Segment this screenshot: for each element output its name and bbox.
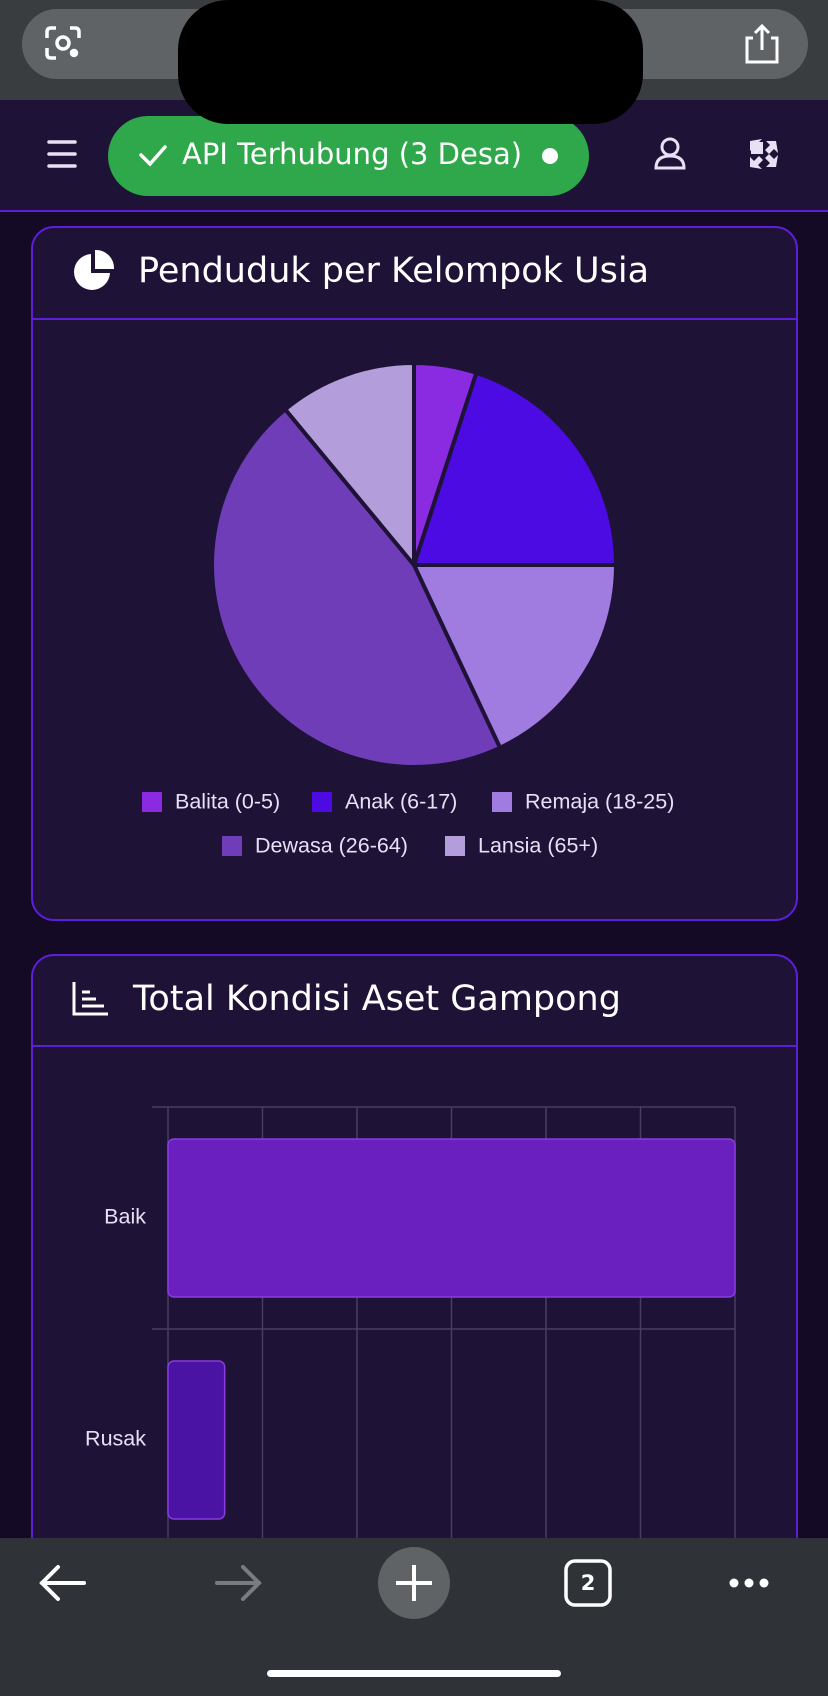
legend-swatch bbox=[142, 792, 162, 812]
user-button[interactable] bbox=[654, 137, 686, 170]
pie-chart: Balita (0-5) Anak (6-17) Remaja (18-25) Dew… bbox=[142, 361, 674, 858]
lens-icon[interactable] bbox=[45, 26, 81, 60]
category-label: Rusak bbox=[85, 1427, 146, 1451]
status-badge: API Terhubung (3 Desa) bbox=[108, 116, 589, 196]
menu-button[interactable] bbox=[47, 140, 77, 168]
tabs-button[interactable] bbox=[564, 1559, 612, 1607]
legend-swatch bbox=[222, 836, 242, 856]
card-title: Penduduk per Kelompok Usia bbox=[138, 251, 649, 291]
legend-label: Balita (0-5) bbox=[175, 790, 280, 814]
redaction bbox=[178, 0, 643, 124]
pie-slice bbox=[210, 407, 503, 769]
pie-slice bbox=[283, 361, 416, 567]
bar-chart: Baik Rusak bbox=[85, 1106, 736, 1552]
bar bbox=[167, 1138, 736, 1298]
more-button[interactable] bbox=[729, 1578, 769, 1588]
new-tab-button[interactable] bbox=[378, 1547, 450, 1619]
forward-button[interactable] bbox=[215, 1565, 262, 1601]
home-indicator bbox=[267, 1670, 561, 1677]
legend-label: Dewasa (26-64) bbox=[255, 834, 408, 858]
legend-swatch bbox=[492, 792, 512, 812]
tab-count: 2 bbox=[581, 1571, 596, 1595]
legend-swatch bbox=[312, 792, 332, 812]
legend-label: Remaja (18-25) bbox=[525, 790, 674, 814]
pie-slice bbox=[412, 370, 618, 567]
legend-label: Lansia (65+) bbox=[478, 834, 598, 858]
bar-icon bbox=[72, 982, 108, 1016]
status-text: API Terhubung (3 Desa) bbox=[182, 137, 522, 171]
back-button[interactable] bbox=[39, 1565, 86, 1601]
card-title: Total Kondisi Aset Gampong bbox=[132, 979, 621, 1019]
category-label: Baik bbox=[104, 1205, 146, 1229]
bar bbox=[167, 1360, 226, 1520]
pie-slice bbox=[412, 563, 618, 750]
pie-icon bbox=[74, 249, 115, 290]
fullscreen-button[interactable] bbox=[750, 139, 778, 169]
share-button[interactable] bbox=[745, 23, 779, 64]
legend-label: Anak (6-17) bbox=[345, 790, 457, 814]
legend-swatch bbox=[445, 836, 465, 856]
